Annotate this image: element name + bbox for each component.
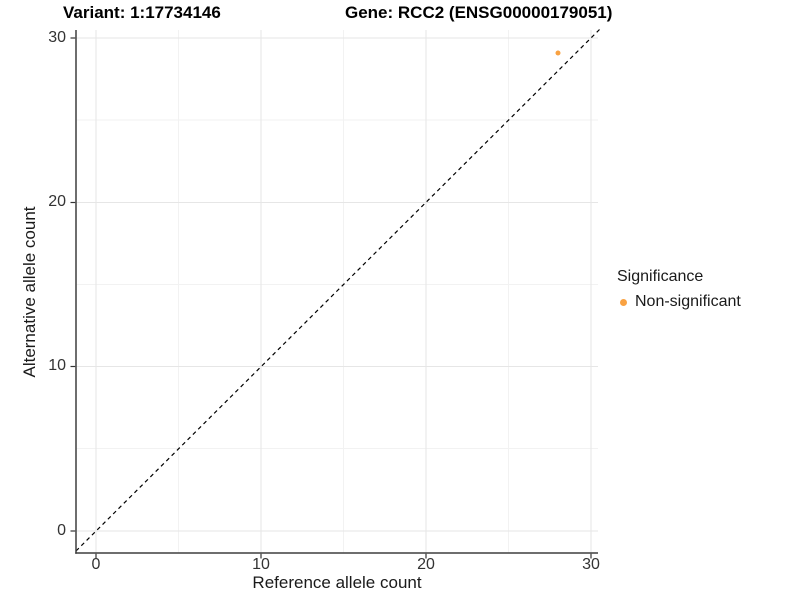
x-tick-marks xyxy=(95,553,592,559)
plot-title-gene: Gene: RCC2 (ENSG00000179051) xyxy=(345,3,613,22)
gridlines-major xyxy=(76,30,598,553)
legend-key-dot-icon xyxy=(620,298,627,306)
data-point xyxy=(555,50,561,56)
identity-reference-line xyxy=(75,29,600,552)
legend: Significance Non-significant xyxy=(617,268,741,311)
y-tick-label: 10 xyxy=(48,357,66,374)
y-axis-title: Alternative allele count xyxy=(20,206,39,378)
x-tick-label: 10 xyxy=(252,556,270,573)
x-tick-label: 30 xyxy=(582,556,600,573)
x-tick-label: 20 xyxy=(417,556,435,573)
legend-item-label: Non-significant xyxy=(635,293,741,310)
x-tick-label: 0 xyxy=(91,556,101,573)
gridlines-minor xyxy=(76,30,598,553)
legend-item: Non-significant xyxy=(617,293,741,311)
legend-title: Significance xyxy=(617,268,704,285)
y-tick-label: 20 xyxy=(48,193,66,210)
y-tick-marks xyxy=(70,37,76,532)
y-tick-label: 0 xyxy=(57,522,66,539)
plot-title-variant: Variant: 1:17734146 xyxy=(63,3,221,22)
x-axis-title: Reference allele count xyxy=(252,573,422,592)
y-tick-label: 30 xyxy=(48,29,66,46)
